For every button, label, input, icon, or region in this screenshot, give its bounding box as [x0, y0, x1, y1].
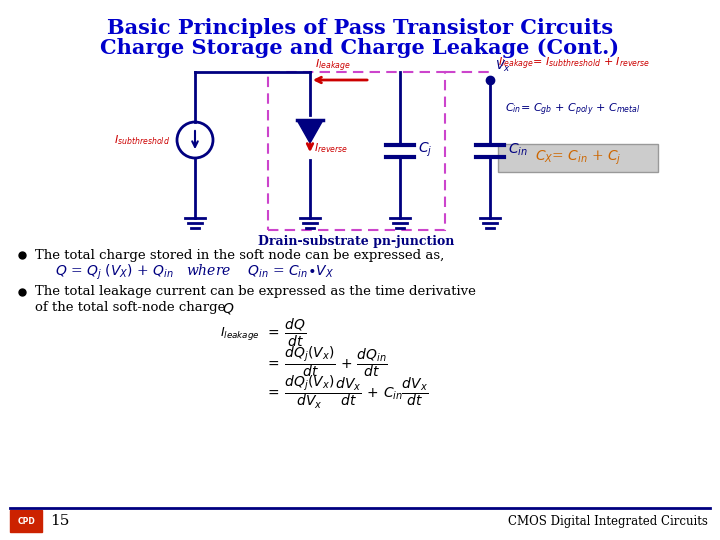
Text: $Q$: $Q$ — [222, 300, 234, 315]
Text: $=\,\dfrac{dQ_j(V_x)}{dt}\,+\,\dfrac{dQ_{in}}{dt}$: $=\,\dfrac{dQ_j(V_x)}{dt}\,+\,\dfrac{dQ_… — [265, 345, 388, 380]
Bar — [498, 144, 658, 172]
Text: $I_{reverse}$: $I_{reverse}$ — [314, 141, 348, 155]
Text: $C_X$= $C_{in}$ + $C_j$: $C_X$= $C_{in}$ + $C_j$ — [535, 149, 621, 167]
Text: Drain-substrate pn-junction: Drain-substrate pn-junction — [258, 235, 455, 248]
Text: $I_{subthreshold}$: $I_{subthreshold}$ — [114, 133, 170, 147]
Text: CMOS Digital Integrated Circuits: CMOS Digital Integrated Circuits — [508, 515, 708, 528]
Text: $C_{in}$= $C_{gb}$ + $C_{poly}$ + $C_{metal}$: $C_{in}$= $C_{gb}$ + $C_{poly}$ + $C_{me… — [505, 102, 640, 118]
Text: $V_x$: $V_x$ — [495, 59, 510, 74]
Text: 15: 15 — [50, 514, 69, 528]
Text: CPD: CPD — [17, 516, 35, 525]
Bar — [268, 72, 445, 230]
Text: $C_j$: $C_j$ — [418, 141, 433, 159]
Text: $Q$ = $Q_j$ $(V_X)$ + $Q_{in}$   where    $Q_{in}$ = $C_{in}$$\bullet$$V_X$: $Q$ = $Q_j$ $(V_X)$ + $Q_{in}$ where $Q_… — [55, 262, 334, 282]
Bar — [10, 510, 42, 532]
Text: $I_{leakage}$: $I_{leakage}$ — [220, 325, 260, 341]
Text: $C_{in}$: $C_{in}$ — [508, 142, 528, 158]
Text: $=\,\dfrac{dQ}{dt}$: $=\,\dfrac{dQ}{dt}$ — [265, 317, 306, 349]
Text: of the total soft-node charge: of the total soft-node charge — [35, 301, 230, 314]
Text: $I_{leakage}$: $I_{leakage}$ — [315, 58, 351, 74]
Text: The total leakage current can be expressed as the time derivative: The total leakage current can be express… — [35, 286, 476, 299]
Text: Charge Storage and Charge Leakage (Cont.): Charge Storage and Charge Leakage (Cont.… — [100, 38, 620, 58]
Text: $=\,\dfrac{dQ_j(V_x)}{dV_x}\dfrac{dV_x}{dt}\,+\,C_{in}\dfrac{dV_x}{dt}$: $=\,\dfrac{dQ_j(V_x)}{dV_x}\dfrac{dV_x}{… — [265, 373, 428, 410]
Text: $I_{leakage}$= $I_{subthreshold}$ + $I_{reverse}$: $I_{leakage}$= $I_{subthreshold}$ + $I_{… — [498, 56, 650, 72]
Text: The total charge stored in the soft node can be expressed as,: The total charge stored in the soft node… — [35, 248, 444, 261]
Text: Basic Principles of Pass Transistor Circuits: Basic Principles of Pass Transistor Circ… — [107, 18, 613, 38]
Polygon shape — [297, 120, 323, 143]
